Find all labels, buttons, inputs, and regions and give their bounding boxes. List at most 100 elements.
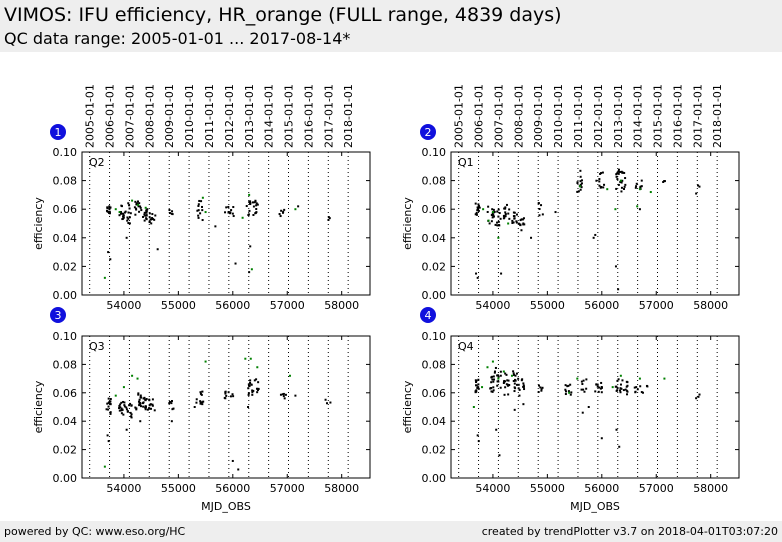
data-point xyxy=(619,389,622,392)
data-point xyxy=(118,404,121,407)
top-date-tick-label: 2013-01-01 xyxy=(243,84,256,148)
data-point xyxy=(617,168,620,171)
data-point xyxy=(247,383,250,386)
data-point xyxy=(598,178,601,181)
data-point xyxy=(601,171,604,174)
y-tick-label: 0.02 xyxy=(422,260,447,273)
data-point xyxy=(127,211,130,214)
top-date-tick-label: 2017-01-01 xyxy=(322,84,335,148)
data-point xyxy=(108,208,111,211)
data-point xyxy=(640,185,643,188)
data-point xyxy=(540,388,543,391)
data-point xyxy=(224,392,227,395)
data-point-flagged xyxy=(611,386,614,389)
data-point xyxy=(477,383,480,386)
data-point xyxy=(170,402,173,405)
data-point xyxy=(139,205,142,208)
data-point xyxy=(151,404,154,407)
data-point xyxy=(502,217,505,220)
data-point xyxy=(496,210,499,213)
x-tick-label: 55000 xyxy=(161,482,196,495)
footer-credit[interactable]: powered by QC: www.eso.org/HC xyxy=(4,525,186,538)
data-point xyxy=(138,398,141,401)
data-point xyxy=(619,387,622,390)
data-point xyxy=(134,200,137,203)
data-point xyxy=(122,413,125,416)
data-point xyxy=(148,221,151,224)
data-point-flagged xyxy=(579,185,582,188)
x-tick-label: 58000 xyxy=(324,299,359,312)
data-point xyxy=(195,401,198,404)
data-point xyxy=(619,383,622,386)
data-point xyxy=(231,393,234,396)
data-point-outlier xyxy=(109,258,112,261)
top-date-tick-label: 2008-01-01 xyxy=(512,84,525,148)
footer-generator-info: created by trendPlotter v3.7 on 2018-04-… xyxy=(481,525,778,538)
data-point xyxy=(505,383,508,386)
data-point xyxy=(118,407,121,410)
data-point xyxy=(325,402,328,405)
data-point xyxy=(108,401,111,404)
data-point xyxy=(566,385,569,388)
x-tick-label: 56000 xyxy=(215,482,250,495)
data-point xyxy=(492,380,495,383)
data-point-flagged xyxy=(114,394,117,397)
data-point xyxy=(140,209,143,212)
y-tick-label: 0.10 xyxy=(53,330,78,343)
data-point xyxy=(121,212,124,215)
data-point xyxy=(477,203,480,206)
data-point xyxy=(125,408,128,411)
data-point xyxy=(170,399,173,402)
data-point xyxy=(504,372,507,375)
data-point xyxy=(621,179,624,182)
data-point xyxy=(496,384,499,387)
data-point xyxy=(138,404,141,407)
data-point xyxy=(128,207,131,210)
data-point xyxy=(634,186,637,189)
data-point xyxy=(491,375,494,378)
data-point xyxy=(145,398,148,401)
data-point xyxy=(135,203,138,206)
y-axis-label: efficiency xyxy=(32,380,45,433)
charts-area: 2005-01-01 2006-01-01 2007-01-01 2008-01-01… xyxy=(32,84,740,513)
data-point xyxy=(284,393,287,396)
y-tick-label: 0.06 xyxy=(53,203,78,216)
data-point xyxy=(197,216,200,219)
data-point xyxy=(508,384,511,387)
data-point-outlier xyxy=(107,251,110,254)
x-tick-label: 55000 xyxy=(161,299,196,312)
y-tick-label: 0.00 xyxy=(53,289,78,302)
data-point xyxy=(121,218,124,221)
data-point xyxy=(109,206,112,209)
y-tick-label: 0.10 xyxy=(422,330,447,343)
data-point xyxy=(579,188,582,191)
data-point xyxy=(137,205,140,208)
data-point xyxy=(229,211,232,214)
x-tick-label: 57000 xyxy=(639,482,674,495)
y-tick-label: 0.00 xyxy=(422,472,447,485)
data-point xyxy=(514,374,517,377)
data-point xyxy=(478,206,481,209)
data-point xyxy=(253,379,256,382)
data-point xyxy=(504,215,507,218)
data-point xyxy=(475,379,478,382)
x-tick-label: 58000 xyxy=(693,482,728,495)
y-tick-label: 0.06 xyxy=(53,387,78,400)
panel-number-badge xyxy=(50,307,66,323)
data-point xyxy=(279,393,282,396)
data-point xyxy=(119,212,122,215)
data-point xyxy=(247,214,250,217)
data-point xyxy=(119,406,122,409)
data-point xyxy=(118,214,121,217)
chart-panel-2: 2005-01-01 2006-01-01 2007-01-01 2008-01-01… xyxy=(401,84,740,312)
x-tick-label: 57000 xyxy=(270,482,305,495)
quadrant-label: Q2 xyxy=(89,156,105,169)
data-point xyxy=(504,211,507,214)
data-point xyxy=(635,185,638,188)
data-point xyxy=(128,204,131,207)
data-point xyxy=(202,400,205,403)
y-axis-label: efficiency xyxy=(401,380,414,433)
data-point-outlier xyxy=(615,428,618,431)
data-point-outlier xyxy=(237,468,240,471)
data-point-flagged xyxy=(638,188,641,191)
